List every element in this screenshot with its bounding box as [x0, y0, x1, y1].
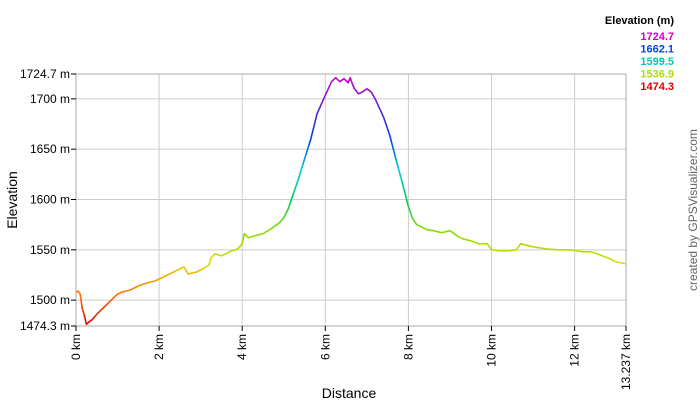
y-tick-label: 1600 m — [30, 192, 70, 206]
x-tick-label: 2 km — [152, 334, 166, 360]
y-tick-label: 1724.7 m — [20, 67, 70, 81]
credit-text: created by GPSVisualizer.com — [686, 129, 700, 291]
legend-entry: 1536.9 — [640, 69, 674, 81]
legend-entry: 1599.5 — [640, 56, 674, 68]
x-tick-label: 12 km — [568, 334, 582, 367]
x-tick-label: 6 km — [318, 334, 332, 360]
y-tick-label: 1500 m — [30, 293, 70, 307]
x-tick-label: 10 km — [485, 334, 499, 367]
legend-entry: 1474.3 — [640, 81, 674, 93]
y-tick-label: 1650 m — [30, 142, 70, 156]
x-axis-title: Distance — [322, 385, 377, 400]
elevation-profile-line — [75, 76, 627, 326]
x-tick-label: 0 km — [69, 334, 83, 360]
plot-frame — [75, 73, 627, 327]
x-tick-label: 4 km — [235, 334, 249, 360]
legend-entry: 1724.7 — [640, 31, 674, 43]
plot-grid — [75, 73, 627, 327]
y-axis-title: Elevation — [4, 171, 20, 229]
x-tick-label: 8 km — [401, 334, 415, 360]
y-tick-label: 1474.3 m — [20, 319, 70, 333]
legend: Elevation (m) 1724.71662.11599.51536.914… — [605, 15, 674, 93]
x-axis-ticks: 0 km 2 km 4 km 6 km 8 km 10 km 12 km 13.237 km — [69, 326, 633, 390]
y-axis-ticks: 1474.3 m 1500 m 1550 m 1600 m 1650 m 1700 m 17… — [20, 67, 76, 333]
y-tick-label: 1700 m — [30, 92, 70, 106]
legend-entry: 1662.1 — [640, 44, 674, 56]
x-tick-label: 13.237 km — [619, 334, 633, 390]
legend-title: Elevation (m) — [605, 15, 674, 27]
y-tick-label: 1550 m — [30, 243, 70, 257]
